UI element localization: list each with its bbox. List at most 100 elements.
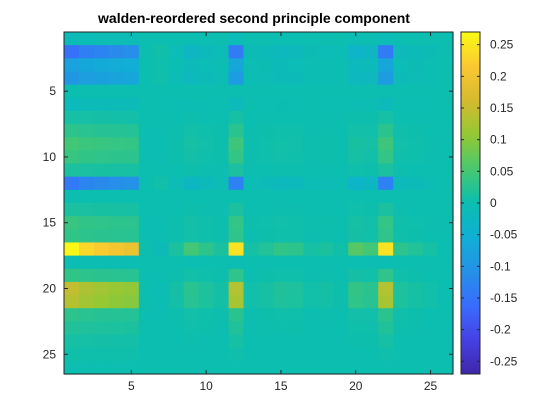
- heatmap-cell: [423, 176, 439, 191]
- heatmap-cell: [318, 295, 334, 309]
- heatmap-cell: [303, 347, 319, 362]
- heatmap-cell: [198, 334, 215, 349]
- heatmap-cell: [378, 110, 394, 125]
- heatmap-cell: [318, 58, 334, 73]
- heatmap-cell: [363, 176, 379, 191]
- heatmap-cell: [273, 58, 290, 73]
- heatmap-cell: [408, 32, 424, 46]
- heatmap-cell: [183, 71, 200, 86]
- heatmap-cell: [183, 308, 200, 322]
- heatmap-cell: [408, 110, 424, 125]
- heatmap-cell: [288, 58, 304, 73]
- heatmap-cell: [138, 321, 155, 336]
- heatmap-cell: [243, 176, 260, 191]
- heatmap-cell: [108, 321, 125, 336]
- colorbar: [461, 32, 480, 374]
- heatmap-cell: [138, 58, 155, 73]
- colorbar-tick-label: 0.15: [490, 101, 514, 115]
- heatmap-cell: [228, 347, 245, 362]
- heatmap-cell: [408, 242, 424, 257]
- heatmap-cell: [183, 216, 200, 230]
- heatmap-cell: [393, 242, 409, 257]
- heatmap-cell: [423, 124, 439, 138]
- heatmap-cell: [273, 229, 290, 244]
- heatmap-cell: [333, 58, 349, 73]
- heatmap-cell: [123, 242, 140, 257]
- heatmap-cell: [288, 216, 304, 230]
- heatmap-cell: [93, 321, 110, 336]
- heatmap-cell: [363, 242, 379, 257]
- heatmap-cell: [153, 321, 170, 336]
- heatmap-cell: [153, 150, 170, 165]
- colorbar-tick-label: 0.25: [490, 38, 514, 52]
- heatmap-cell: [318, 216, 334, 230]
- heatmap-cell: [318, 242, 334, 257]
- heatmap-cell: [64, 32, 80, 46]
- heatmap-cell: [348, 229, 364, 244]
- heatmap-cell: [93, 176, 110, 191]
- heatmap-cell: [333, 84, 349, 99]
- colorbar-tick-label: -0.25: [490, 354, 518, 368]
- heatmap-cell: [64, 58, 80, 73]
- heatmap-cell: [213, 150, 230, 165]
- heatmap-cell: [64, 308, 80, 322]
- heatmap-cell: [198, 281, 215, 296]
- heatmap-cell: [123, 347, 140, 362]
- heatmap-cell: [64, 321, 80, 336]
- heatmap-cell: [168, 71, 185, 86]
- heatmap-cell: [393, 360, 409, 375]
- heatmap-cell: [183, 124, 200, 138]
- heatmap-cell: [378, 281, 394, 296]
- heatmap-cell: [288, 347, 304, 362]
- heatmap-cell: [228, 97, 245, 112]
- heatmap-cell: [303, 189, 319, 204]
- heatmap-cell: [438, 281, 454, 296]
- heatmap-cell: [393, 347, 409, 362]
- heatmap-cell: [378, 360, 394, 375]
- heatmap-cell: [288, 137, 304, 151]
- chart-title: walden-reordered second principle compon…: [97, 10, 410, 26]
- heatmap-cell: [198, 189, 215, 204]
- heatmap-cell: [78, 97, 95, 112]
- heatmap-cell: [288, 110, 304, 125]
- heatmap-cell: [348, 124, 364, 138]
- heatmap-cell: [183, 334, 200, 349]
- heatmap-cell: [273, 321, 290, 336]
- heatmap-cell: [108, 137, 125, 151]
- heatmap-cell: [258, 360, 275, 375]
- heatmap-cell: [213, 255, 230, 270]
- heatmap-cell: [378, 229, 394, 244]
- heatmap-cell: [93, 295, 110, 309]
- heatmap-cell: [78, 268, 95, 283]
- heatmap-cell: [123, 137, 140, 151]
- heatmap-cell: [138, 97, 155, 112]
- heatmap-cell: [78, 242, 95, 257]
- heatmap-cell: [393, 203, 409, 217]
- heatmap-cell: [303, 242, 319, 257]
- heatmap-cell: [243, 97, 260, 112]
- heatmap-cell: [438, 321, 454, 336]
- heatmap-cell: [393, 71, 409, 86]
- heatmap-cell: [64, 137, 80, 151]
- heatmap-cell: [393, 268, 409, 283]
- heatmap-cell: [93, 110, 110, 125]
- heatmap-cell: [64, 255, 80, 270]
- heatmap-cell: [213, 268, 230, 283]
- heatmap-cell: [258, 334, 275, 349]
- heatmap-cell: [123, 163, 140, 178]
- heatmap-cell: [333, 176, 349, 191]
- heatmap-cell: [78, 255, 95, 270]
- heatmap-cell: [333, 255, 349, 270]
- heatmap-cell: [303, 163, 319, 178]
- heatmap-cell: [288, 176, 304, 191]
- heatmap-cell: [153, 189, 170, 204]
- heatmap-cell: [363, 137, 379, 151]
- heatmap-cell: [213, 295, 230, 309]
- heatmap-cell: [363, 308, 379, 322]
- heatmap-cell: [288, 321, 304, 336]
- heatmap-cell: [438, 84, 454, 99]
- x-tick-label: 5: [128, 379, 135, 393]
- heatmap-cell: [153, 163, 170, 178]
- y-tick-label: 20: [43, 282, 57, 296]
- heatmap-cell: [423, 334, 439, 349]
